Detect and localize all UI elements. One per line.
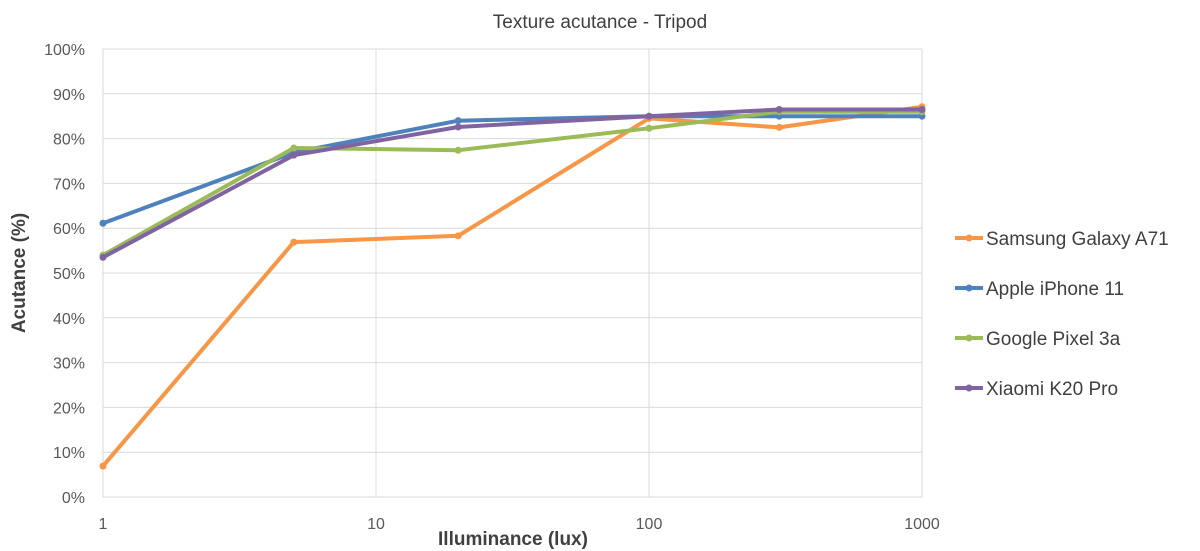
data-point (290, 238, 298, 246)
y-tick-label: 40% (53, 311, 85, 328)
legend-label: Google Pixel 3a (986, 329, 1121, 350)
y-tick-label: 100% (44, 42, 85, 59)
series-group (99, 105, 926, 261)
legend-item: Xiaomi K20 Pro (955, 379, 1118, 400)
legend-marker (965, 284, 973, 292)
data-point (99, 253, 107, 261)
y-tick-label: 20% (53, 400, 85, 417)
gridlines (102, 48, 923, 498)
x-tick-label: 1000 (904, 516, 940, 533)
legend-marker (965, 334, 973, 342)
y-tick-label: 30% (53, 356, 85, 373)
data-point (645, 112, 653, 120)
legend-marker (965, 234, 973, 242)
data-point (454, 123, 462, 131)
data-point (454, 146, 462, 154)
y-tick-label: 90% (53, 87, 85, 104)
data-point (99, 462, 107, 470)
y-axis-title: Acutance (%) (9, 213, 30, 333)
legend-item: Google Pixel 3a (955, 329, 1121, 350)
y-tick-label: 80% (53, 132, 85, 149)
y-tick-label: 60% (53, 221, 85, 238)
data-point (99, 219, 107, 227)
data-point (454, 232, 462, 240)
series-line (101, 107, 924, 260)
x-axis-title: Illuminance (lux) (438, 529, 588, 550)
y-tick-label: 0% (62, 490, 85, 507)
series-line (101, 114, 924, 226)
legend-marker (965, 384, 973, 392)
data-point (645, 124, 653, 132)
data-point (775, 123, 783, 131)
legend-label: Samsung Galaxy A71 (986, 229, 1169, 250)
data-point (454, 117, 462, 125)
y-tick-label: 70% (53, 176, 85, 193)
series-group (99, 103, 926, 470)
x-tick-label: 1 (99, 516, 108, 533)
series-group (99, 108, 926, 259)
chart-title: Texture acutance - Tripod (493, 12, 707, 33)
series-group (99, 112, 926, 227)
series-line (101, 104, 924, 469)
x-tick-label: 100 (636, 516, 663, 533)
legend-item: Samsung Galaxy A71 (955, 229, 1169, 250)
y-tick-label: 10% (53, 445, 85, 462)
data-point (290, 144, 298, 152)
tick-labels: 0% 10% 20% 30% 40% 50% 60% 70% 80% 90% 100% 1 10 100 1… (44, 42, 940, 533)
data-point (918, 105, 926, 113)
series-lines (99, 103, 926, 470)
data-point (290, 151, 298, 159)
legend-label: Apple iPhone 11 (986, 279, 1124, 300)
legend-item: Apple iPhone 11 (955, 279, 1124, 300)
series-line (101, 109, 924, 258)
legend-label: Xiaomi K20 Pro (986, 379, 1118, 400)
y-tick-label: 50% (53, 266, 85, 283)
legend: Samsung Galaxy A71 Apple iPhone 11 Google … (955, 229, 1169, 400)
data-point (775, 105, 783, 113)
x-tick-label: 10 (367, 516, 385, 533)
